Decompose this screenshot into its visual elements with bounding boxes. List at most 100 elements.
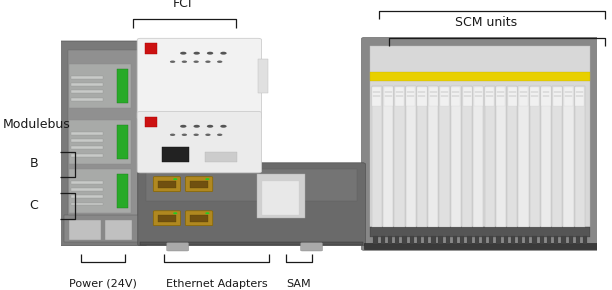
Circle shape xyxy=(193,52,200,55)
Bar xyxy=(424,236,428,244)
Text: B: B xyxy=(29,157,38,170)
Circle shape xyxy=(182,134,187,136)
Text: GIO: GIO xyxy=(475,0,498,3)
Bar xyxy=(406,87,416,106)
Bar xyxy=(388,236,392,244)
Bar xyxy=(145,44,157,55)
Bar xyxy=(511,236,515,244)
Text: Ethernet Adapters: Ethernet Adapters xyxy=(166,279,268,289)
Bar xyxy=(71,139,103,142)
Bar xyxy=(373,236,378,244)
Bar xyxy=(71,146,103,149)
Bar xyxy=(553,87,562,106)
FancyBboxPatch shape xyxy=(59,41,147,246)
FancyBboxPatch shape xyxy=(166,243,188,251)
Bar xyxy=(395,87,404,106)
Bar xyxy=(71,76,103,79)
FancyBboxPatch shape xyxy=(300,243,323,251)
Bar xyxy=(71,202,103,205)
Bar xyxy=(71,83,103,86)
Bar xyxy=(204,152,237,162)
Bar xyxy=(71,132,103,135)
Circle shape xyxy=(220,125,226,128)
Circle shape xyxy=(217,134,222,136)
Bar xyxy=(370,46,590,237)
Bar xyxy=(462,86,472,227)
Bar xyxy=(431,236,436,244)
Bar xyxy=(417,236,421,244)
Bar xyxy=(507,86,517,227)
Bar xyxy=(576,236,580,244)
Bar xyxy=(262,181,299,215)
Bar xyxy=(417,87,427,106)
Bar xyxy=(525,236,529,244)
FancyBboxPatch shape xyxy=(138,163,365,246)
FancyBboxPatch shape xyxy=(362,38,599,250)
Bar xyxy=(371,86,382,227)
Bar xyxy=(64,215,139,242)
Circle shape xyxy=(193,61,199,63)
Bar xyxy=(71,181,103,184)
Bar xyxy=(583,236,588,244)
Bar xyxy=(569,236,573,244)
Bar xyxy=(69,220,102,240)
Bar xyxy=(507,87,517,106)
Bar xyxy=(547,236,551,244)
Bar xyxy=(118,69,128,103)
Bar xyxy=(530,87,539,106)
Bar xyxy=(575,87,584,106)
Bar xyxy=(532,236,537,244)
Bar xyxy=(440,87,449,106)
Bar xyxy=(118,125,128,159)
Bar xyxy=(157,181,176,188)
FancyBboxPatch shape xyxy=(137,38,261,119)
Circle shape xyxy=(220,52,226,55)
Bar xyxy=(473,86,483,227)
Bar xyxy=(256,174,305,218)
Circle shape xyxy=(193,125,200,128)
Bar xyxy=(190,181,209,188)
Bar xyxy=(561,236,565,244)
Bar xyxy=(68,50,138,237)
Text: SCM units: SCM units xyxy=(455,16,518,29)
Bar xyxy=(372,87,381,106)
Bar xyxy=(463,87,472,106)
Bar xyxy=(564,86,573,227)
FancyBboxPatch shape xyxy=(137,111,261,173)
Bar xyxy=(409,236,414,244)
Bar xyxy=(542,87,551,106)
Bar xyxy=(438,236,442,244)
Circle shape xyxy=(207,52,213,55)
Bar xyxy=(475,236,479,244)
Bar xyxy=(417,86,427,227)
Bar xyxy=(370,227,590,237)
Bar xyxy=(190,215,209,222)
Bar xyxy=(504,236,508,244)
Circle shape xyxy=(205,134,211,136)
Bar xyxy=(575,86,585,227)
Circle shape xyxy=(180,125,187,128)
Bar xyxy=(71,98,103,101)
Circle shape xyxy=(173,178,177,180)
Bar xyxy=(384,87,393,106)
Bar xyxy=(450,86,461,227)
Circle shape xyxy=(170,61,175,63)
Bar xyxy=(474,87,483,106)
Bar xyxy=(157,215,176,222)
Bar xyxy=(496,236,501,244)
Bar xyxy=(105,220,132,240)
Bar xyxy=(428,87,438,106)
Bar xyxy=(485,86,494,227)
Bar xyxy=(529,86,540,227)
Bar xyxy=(496,87,506,106)
Bar xyxy=(370,72,590,81)
FancyBboxPatch shape xyxy=(153,177,181,192)
Text: Modulebus: Modulebus xyxy=(3,118,71,131)
Bar xyxy=(71,188,103,191)
Bar xyxy=(381,236,385,244)
Bar xyxy=(145,117,157,128)
Bar xyxy=(140,242,363,245)
Bar xyxy=(146,169,357,201)
Bar xyxy=(383,86,394,227)
Text: SAM: SAM xyxy=(286,279,311,289)
